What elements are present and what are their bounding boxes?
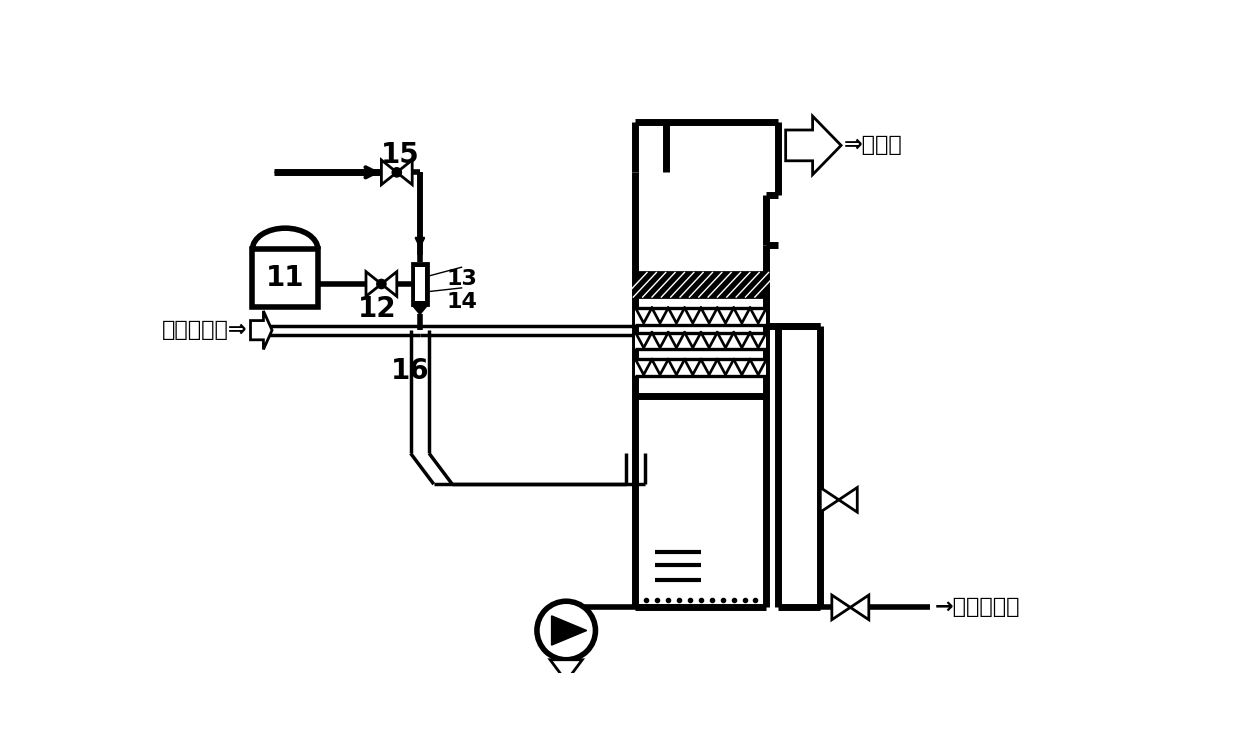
Bar: [412, 263, 428, 305]
Polygon shape: [366, 271, 382, 296]
Polygon shape: [838, 488, 857, 512]
Text: →去干燥结晶: →去干燥结晶: [934, 597, 1019, 618]
Bar: [253, 249, 317, 307]
Polygon shape: [397, 160, 412, 184]
Text: 12: 12: [358, 296, 397, 324]
Polygon shape: [821, 488, 838, 512]
Polygon shape: [250, 311, 272, 349]
Polygon shape: [382, 160, 397, 184]
Text: 来自除尘器⇒: 来自除尘器⇒: [162, 321, 248, 340]
Bar: [635, 308, 766, 325]
Text: 16: 16: [392, 357, 430, 385]
Text: 11: 11: [265, 264, 304, 292]
Bar: [635, 359, 766, 376]
Polygon shape: [832, 595, 851, 620]
Polygon shape: [412, 305, 428, 314]
Text: 13: 13: [446, 268, 477, 289]
Bar: [635, 272, 766, 297]
Circle shape: [377, 280, 386, 289]
Bar: [635, 333, 766, 349]
Circle shape: [392, 168, 402, 177]
Text: ⇒去烟囱: ⇒去烟囱: [843, 135, 903, 156]
Circle shape: [537, 601, 595, 660]
Text: 15: 15: [381, 141, 420, 169]
Polygon shape: [552, 616, 587, 645]
Text: 14: 14: [446, 292, 477, 311]
Polygon shape: [786, 116, 841, 175]
Polygon shape: [382, 271, 397, 296]
Polygon shape: [551, 660, 583, 681]
Polygon shape: [851, 595, 869, 620]
Bar: [415, 267, 424, 302]
